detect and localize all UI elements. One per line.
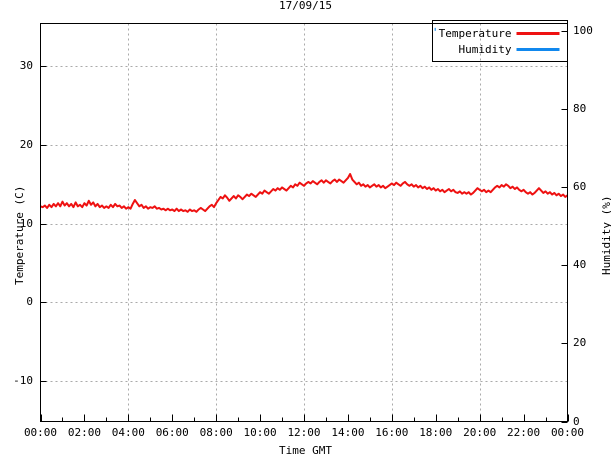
y-tick-label: 30 [19, 59, 33, 73]
legend [432, 20, 568, 62]
x-tick-label: 16:00 [375, 426, 409, 439]
y-tick-label: 20 [19, 137, 33, 151]
y2-tick-label: 0 [573, 414, 580, 428]
legend-label-temperature: Temperature [438, 26, 512, 40]
y2-tick-label: 80 [573, 102, 587, 116]
axis-ticks [40, 31, 569, 423]
x-tick-label: 12:00 [287, 426, 321, 439]
y2-tick-label: 40 [573, 258, 587, 272]
y-axis-title-left: Temperature (C) [13, 185, 26, 285]
x-tick-label: 00:00 [23, 426, 58, 439]
legend-label-humidity: Humidity [458, 42, 512, 56]
y-tick-label: -10 [13, 374, 33, 388]
x-tick-label: 02:00 [67, 426, 101, 439]
x-tick-label: 22:00 [507, 426, 541, 439]
x-tick-label: 04:00 [111, 426, 145, 439]
y2-tick-label: 100 [573, 24, 593, 38]
y-tick-label: 0 [26, 295, 33, 309]
x-tick-label: 20:00 [463, 426, 497, 439]
x-tick-label: 06:00 [155, 426, 189, 439]
y-tick-label: 10 [19, 216, 33, 230]
plot-frame [40, 23, 568, 422]
gridlines [40, 23, 568, 422]
x-tick-label: 10:00 [243, 426, 277, 439]
data-series [40, 27, 569, 213]
x-tick-label: 00:00 [550, 426, 585, 439]
x-tick-label: 08:00 [199, 426, 233, 439]
y2-tick-label: 60 [573, 180, 587, 194]
x-tick-label: 18:00 [419, 426, 453, 439]
chart-title: 17/09/15 [279, 0, 332, 12]
x-tick-label: 14:00 [331, 426, 365, 439]
series-line-temperature [40, 173, 569, 213]
y2-tick-label: 20 [573, 336, 587, 350]
x-axis-title: Time GMT [279, 444, 332, 457]
